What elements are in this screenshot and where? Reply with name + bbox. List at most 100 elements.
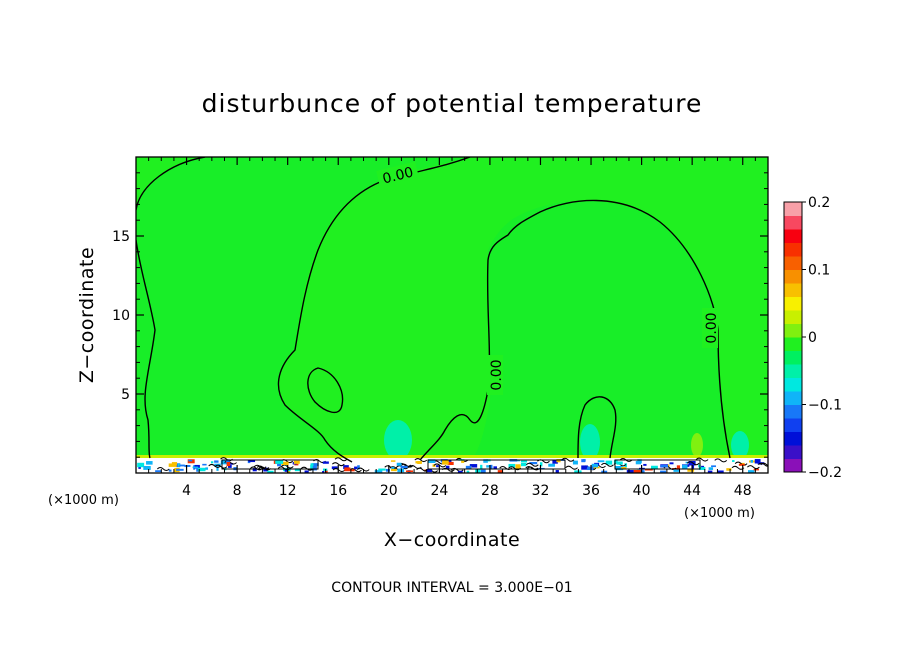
noise-cell [196,467,200,472]
colorbar-level [784,242,802,257]
noise-cell [322,461,329,464]
svg-text:0.00: 0.00 [489,359,505,390]
noise-cell [277,463,282,467]
noise-cell [685,461,689,464]
colorbar-level [784,445,802,459]
noise-cell [214,460,219,463]
noise-cell [750,459,754,463]
colorbar-level [784,256,802,270]
noise-cell [552,459,558,464]
noise-contour [561,457,575,462]
x-axis-label: X−coordinate [384,529,520,551]
noise-contour [249,466,263,471]
noise-cell [137,462,145,468]
contour-label: 0.00 [376,161,419,188]
noise-contour [277,466,291,471]
y-axis-label: Z−coordinate [76,247,98,383]
noise-cell [457,470,463,473]
colorbar-level [784,202,802,216]
noise-cell [304,470,309,473]
noise-cell [385,468,390,472]
noise-cell [688,461,696,466]
colorbar-level [784,431,802,446]
noise-cell [480,469,486,473]
noise-cell [350,469,355,472]
noise-cell [466,470,470,473]
noise-cell [179,464,185,467]
noise-cell [138,466,141,469]
noise-cell [175,468,184,471]
y-axis-unit: (×1000 m) [48,493,119,508]
noise-contour [400,463,414,468]
noise-cell [397,468,405,473]
noise-cell [520,460,528,463]
noise-cell [192,466,199,469]
cool-spot [580,424,600,460]
noise-cell [633,469,642,473]
colorbar-level [784,229,802,243]
colorbar-level [784,350,802,365]
noise-cell [436,465,439,468]
noise-cell [205,467,209,470]
noise-cell [331,466,338,469]
noise-cell [171,462,178,466]
contour-line [136,157,206,211]
colorbar-level [784,418,802,432]
noise-cell [310,466,317,471]
svg-text:0.00: 0.00 [704,312,720,343]
noise-cell [475,469,481,473]
x-tick-label: 8 [233,483,242,499]
noise-contour [686,461,700,466]
cool-spot [384,420,412,460]
y-tick-label: 15 [112,229,130,245]
colorbar-tick-label: 0.2 [808,195,830,211]
colorbar-level [784,404,802,419]
noise-contour [332,468,346,473]
noise-cell [708,467,714,470]
x-tick-label: 36 [582,483,600,499]
noise-cell [483,459,488,463]
contour-line [577,396,617,459]
noise-cell [310,464,313,469]
noise-cell [155,470,162,473]
noise-cell [660,465,669,468]
y-tick-label: 10 [112,308,130,324]
noise-cell [539,462,543,467]
y-axis-ticks: 5 10 15 [112,172,768,458]
noise-contour [695,457,709,462]
noise-cell [442,460,449,465]
noise-cell [682,464,688,470]
noise-cell [322,470,325,473]
noise-cell [556,459,561,463]
noise-contour [734,461,748,466]
colorbar-level [784,269,802,284]
svg-text:0.00: 0.00 [381,164,415,187]
noise-cell [228,462,233,465]
noise-cell [615,465,624,471]
inner-region [136,157,470,462]
colorbar-level [784,377,802,392]
noise-contour [253,464,267,469]
noise-cell [216,467,219,471]
colorbar-tick-label: 0.1 [808,263,830,279]
noise-cell [400,465,408,469]
noise-cell [248,460,256,463]
noise-cell [732,460,735,463]
noise-cell [202,463,207,466]
noise-contour [525,462,539,467]
noise-cell [726,468,732,471]
noise-cell [669,462,674,465]
noise-cell [275,460,284,464]
noise-cell [469,464,478,468]
noise-cell [354,466,359,470]
contour-interval-note: CONTOUR INTERVAL = 3.000E−01 [331,580,572,596]
noise-cell [220,460,228,465]
noise-cell [396,462,402,466]
x-tick-label: 28 [481,483,499,499]
x-axis-ticks: 4 8 12 16 20 24 28 32 36 40 44 48 [148,157,756,499]
colorbar-level [784,337,802,351]
noise-cell [445,465,450,469]
noise-cell [178,463,181,467]
noise-cell [660,470,666,473]
colorbar-level [784,215,802,230]
